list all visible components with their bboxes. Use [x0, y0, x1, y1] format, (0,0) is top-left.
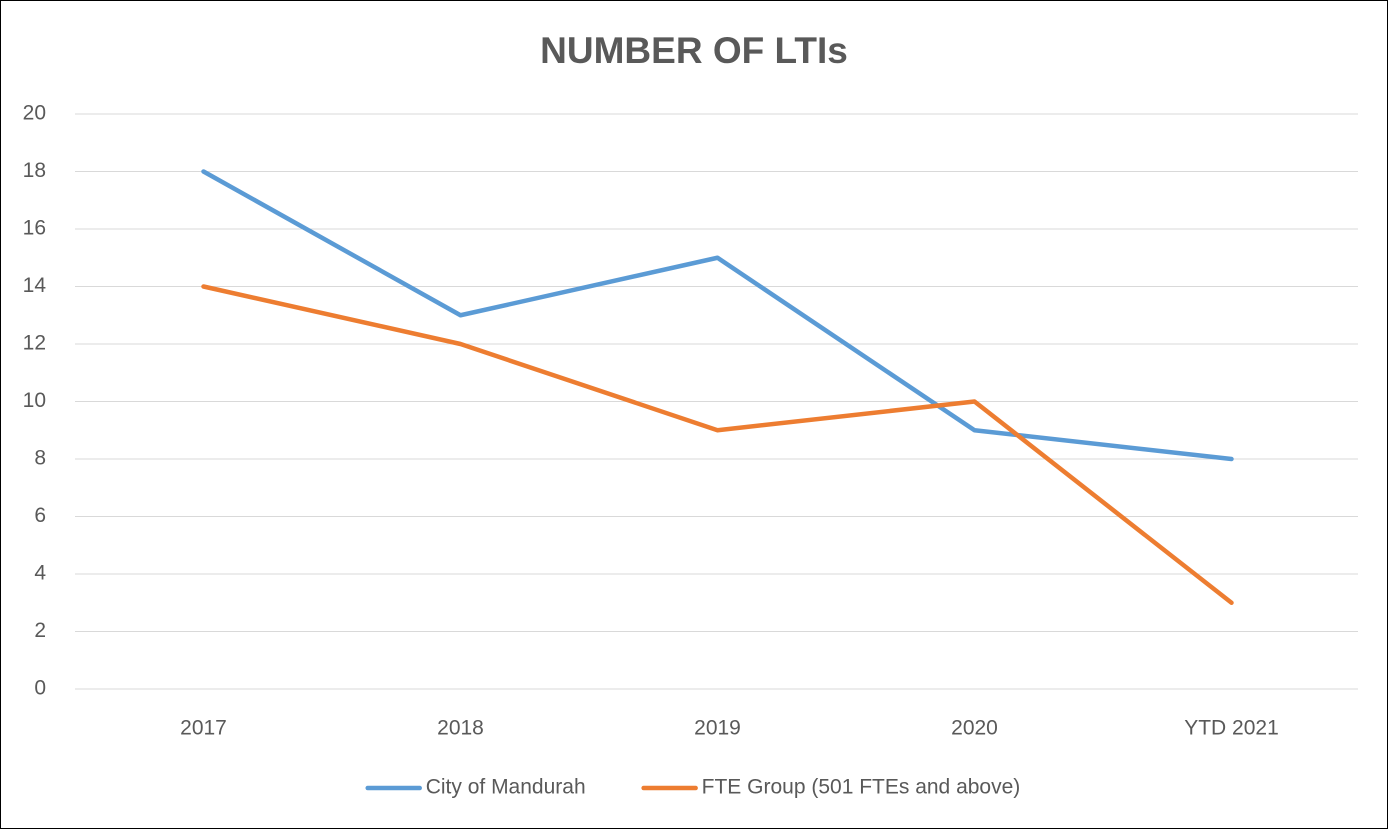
x-tick-label: 2020 [951, 717, 998, 740]
y-tick-label: 10 [23, 389, 46, 412]
y-tick-label: 2 [34, 619, 46, 642]
legend-label: City of Mandurah [426, 776, 586, 799]
y-tick-label: 14 [23, 274, 47, 297]
y-tick-label: 8 [34, 447, 46, 470]
x-tick-label: 2017 [180, 717, 227, 740]
y-tick-label: 18 [23, 159, 46, 182]
y-tick-label: 0 [34, 677, 46, 700]
series-line [201, 284, 1234, 605]
series-line [201, 169, 1234, 462]
y-tick-label: 20 [23, 102, 46, 125]
x-tick-label: YTD 2021 [1184, 717, 1279, 740]
y-tick-label: 12 [23, 332, 46, 355]
y-tick-label: 16 [23, 217, 46, 240]
chart-title: NUMBER OF LTIs [540, 30, 848, 71]
legend-label: FTE Group (501 FTEs and above) [702, 776, 1021, 799]
x-tick-label: 2018 [437, 717, 484, 740]
y-tick-label: 6 [34, 504, 46, 527]
x-tick-label: 2019 [694, 717, 741, 740]
y-tick-label: 4 [34, 562, 46, 585]
